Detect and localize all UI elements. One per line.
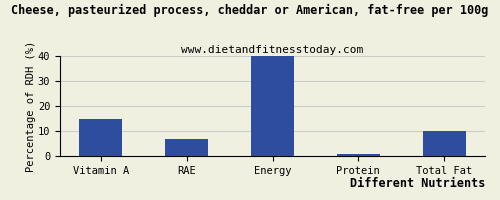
X-axis label: Different Nutrients: Different Nutrients [350, 177, 485, 190]
Bar [337, 154, 380, 156]
Title: www.dietandfitnesstoday.com: www.dietandfitnesstoday.com [182, 45, 364, 55]
Bar [423, 131, 466, 156]
Text: Cheese, pasteurized process, cheddar or American, fat-free per 100g: Cheese, pasteurized process, cheddar or … [12, 4, 488, 17]
Bar [165, 138, 208, 156]
Bar [80, 118, 122, 156]
Y-axis label: Percentage of RDH (%): Percentage of RDH (%) [26, 40, 36, 172]
Bar [251, 56, 294, 156]
